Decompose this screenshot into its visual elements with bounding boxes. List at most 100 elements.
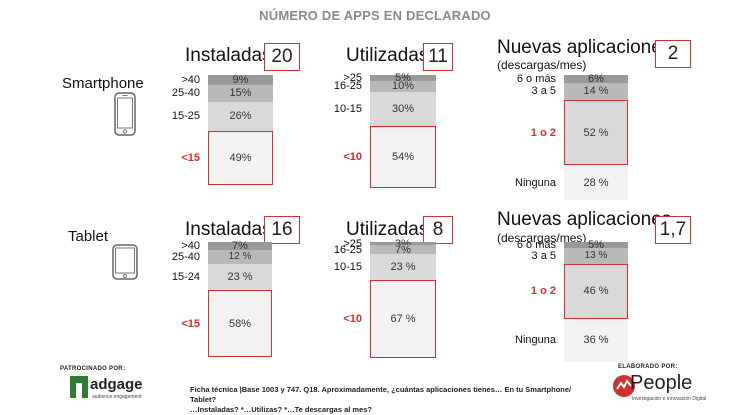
segment-value-label: 58% (228, 317, 252, 330)
segment-value-label: 30% (391, 103, 415, 116)
category-label: 1 o 2 (530, 126, 556, 139)
stacked-bar-smartphone-used: 5% 10% 30% 54% (370, 71, 436, 188)
bar-segment: 52 % (564, 100, 628, 165)
average-value-box: 8 (423, 216, 453, 244)
category-label: <15 (181, 151, 200, 164)
bar-segment: 5% (564, 239, 628, 251)
smartphone-icon (114, 92, 136, 136)
bar-segment: 5% (370, 71, 436, 84)
bar-segment: 54% (370, 126, 436, 188)
category-label: >25 (343, 237, 362, 250)
category-label: <15 (181, 317, 200, 330)
category-label: <10 (343, 313, 362, 326)
group-subheading: (descargas/mes) (497, 58, 587, 72)
segment-value-label: 23 % (227, 271, 253, 284)
sponsor-tagline: audience engagement (92, 394, 142, 400)
category-label: Ninguna (515, 334, 556, 347)
stacked-bar-tablet-used: 3% 7% 23 % 67 % (370, 238, 436, 358)
segment-value-label: 23 % (390, 260, 416, 273)
bar-segment: 12 % (208, 250, 272, 264)
category-label: 25-40 (171, 87, 200, 100)
category-label: 10-15 (333, 103, 362, 116)
category-label: 16-25 (333, 243, 362, 256)
category-label: 10-15 (333, 260, 362, 273)
stacked-bar-tablet-new: 5% 13 % 46 % 36 % (564, 239, 628, 362)
bar-segment: 10% (370, 80, 436, 93)
category-label: >40 (181, 240, 200, 253)
bar-segment: 26% (208, 101, 273, 131)
segment-value-label: 15% (229, 87, 252, 100)
category-label: >25 (343, 71, 362, 84)
group-heading-installed: Instaladas (185, 45, 272, 66)
category-label: Ninguna (515, 176, 556, 189)
author-tagline: Investigación e Innovación Digital (632, 396, 707, 402)
footnote-line-2: …Instaladas? *…Utilizas? *…Te descargas … (190, 405, 373, 414)
average-value-box: 2 (655, 40, 691, 68)
stacked-bar-smartphone-installed: 9% 15% 26% 49% (208, 75, 273, 185)
segment-value-label: 7% (232, 240, 248, 253)
segment-value-label: 14 % (583, 85, 609, 98)
stacked-bar-tablet-installed: 7% 12 % 23 % 58% (208, 240, 272, 357)
segment-value-label: 49% (229, 151, 252, 164)
category-label: 25-40 (171, 250, 200, 263)
bar-segment: 23 % (208, 263, 272, 291)
bar-segment: 7% (208, 240, 272, 253)
adgage-logo-icon (70, 376, 88, 398)
average-value-box: 1,7 (655, 216, 691, 244)
bar-segment: 7% (370, 243, 436, 256)
group-heading-new-apps: Nuevas aplicaciones (497, 209, 672, 230)
bar-segment: 15% (208, 85, 273, 102)
segment-value-label: 26% (229, 110, 252, 123)
segment-value-label: 46 % (583, 285, 609, 298)
segment-value-label: 54% (391, 151, 415, 164)
category-label: 15-25 (171, 110, 200, 123)
group-heading-used: Utilizadas (346, 219, 429, 240)
bar-segment: 23 % (370, 253, 436, 281)
people-logo-icon (613, 375, 635, 397)
segment-value-label: 9% (232, 74, 249, 86)
bar-segment: 67 % (370, 280, 436, 358)
author-label: ELABORADO POR: (618, 364, 678, 370)
bar-segment: 6% (564, 72, 628, 85)
footnote-line-1: Ficha técnica |Base 1003 y 747. Q18. Apr… (190, 385, 572, 404)
category-label: 15-24 (171, 271, 200, 284)
bar-segment: 36 % (564, 318, 628, 362)
bar-segment: 13 % (564, 248, 628, 264)
segment-value-label: 52 % (583, 126, 609, 139)
bar-segment: 46 % (564, 263, 628, 319)
category-label: <10 (343, 151, 362, 164)
sponsor-label: PATROCINADO POR: (60, 366, 126, 372)
bar-segment: 3% (370, 238, 436, 249)
footnote: Ficha técnica |Base 1003 y 747. Q18. Apr… (190, 385, 590, 415)
segment-value-label: 3% (395, 237, 411, 250)
average-value-box: 11 (423, 43, 453, 71)
device-label-smartphone: Smartphone (62, 75, 144, 92)
category-label: 3 a 5 (531, 249, 556, 262)
bar-segment: 30% (370, 92, 436, 127)
chart-title: NÚMERO DE APPS EN DECLARADO (259, 8, 491, 23)
bar-segment: 28 % (564, 165, 628, 200)
category-label: 3 a 5 (531, 85, 556, 98)
segment-value-label: 13 % (584, 249, 608, 261)
bar-segment: 9% (208, 74, 273, 86)
segment-value-label: 12 % (228, 250, 252, 262)
stacked-bar-smartphone-new: 6% 14 % 52 % 28 % (564, 72, 628, 200)
category-label: 6 o más (516, 72, 556, 85)
bar-segment: 58% (208, 290, 272, 357)
segment-value-label: 6% (588, 72, 604, 85)
average-value-box: 16 (264, 216, 300, 244)
average-value-box: 20 (264, 43, 300, 71)
segment-value-label: 67 % (390, 313, 416, 326)
bar-segment: 14 % (564, 82, 628, 100)
segment-value-label: 5% (395, 71, 411, 84)
group-heading-new-apps: Nuevas aplicaciones (497, 37, 672, 58)
group-subheading: (descargas/mes) (497, 231, 587, 245)
segment-value-label: 10% (391, 80, 415, 93)
segment-value-label: 7% (395, 243, 411, 256)
category-label: >40 (181, 74, 200, 86)
segment-value-label: 5% (588, 239, 604, 251)
segment-value-label: 36 % (583, 334, 609, 347)
group-heading-used: Utilizadas (346, 45, 429, 66)
category-label: 1 o 2 (530, 285, 556, 298)
device-label-tablet: Tablet (68, 228, 109, 245)
